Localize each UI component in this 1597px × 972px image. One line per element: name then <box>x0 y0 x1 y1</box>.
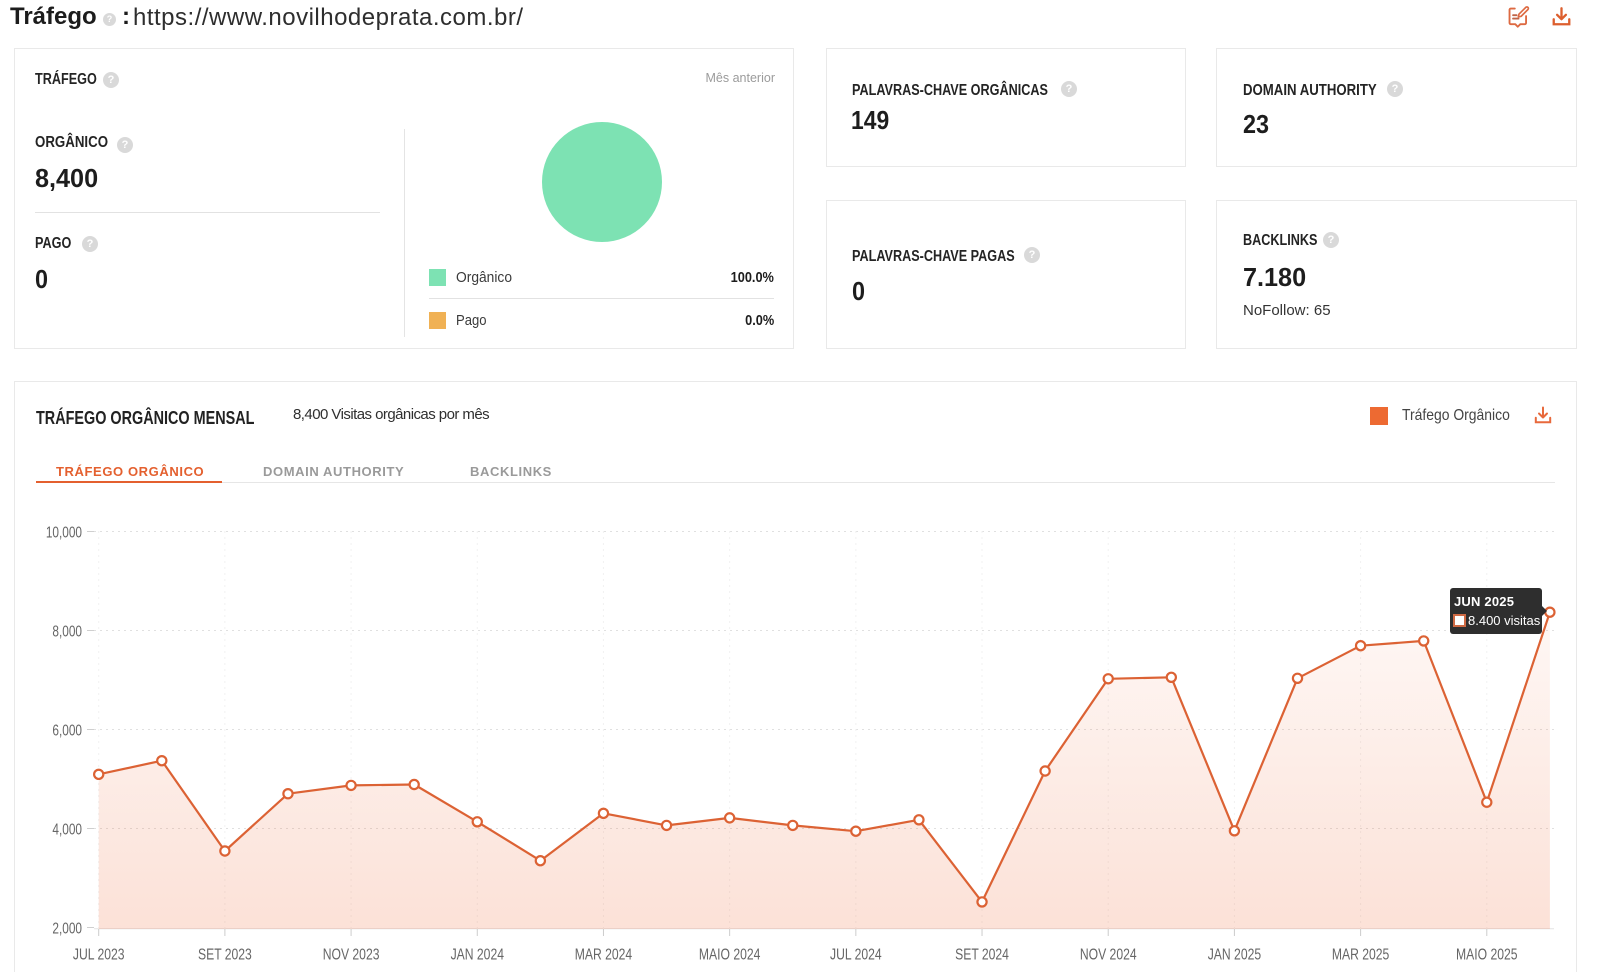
svg-text:JUL 2023: JUL 2023 <box>73 946 125 964</box>
svg-text:6,000: 6,000 <box>52 721 82 739</box>
svg-text:10,000: 10,000 <box>46 523 82 541</box>
svg-text:MAIO 2024: MAIO 2024 <box>699 946 761 964</box>
svg-text:NOV 2023: NOV 2023 <box>323 946 380 964</box>
svg-text:MAR 2024: MAR 2024 <box>575 946 633 964</box>
svg-text:2,000: 2,000 <box>52 919 82 937</box>
svg-text:SET 2023: SET 2023 <box>198 946 252 964</box>
svg-text:4,000: 4,000 <box>52 820 82 838</box>
svg-text:SET 2024: SET 2024 <box>955 946 1009 964</box>
svg-text:JAN 2025: JAN 2025 <box>1208 946 1261 964</box>
svg-text:MAIO 2025: MAIO 2025 <box>1456 946 1518 964</box>
svg-text:JAN 2024: JAN 2024 <box>451 946 504 964</box>
svg-text:MAR 2025: MAR 2025 <box>1332 946 1390 964</box>
svg-text:JUL 2024: JUL 2024 <box>830 946 882 964</box>
svg-text:NOV 2024: NOV 2024 <box>1080 946 1137 964</box>
svg-text:8,000: 8,000 <box>52 622 82 640</box>
